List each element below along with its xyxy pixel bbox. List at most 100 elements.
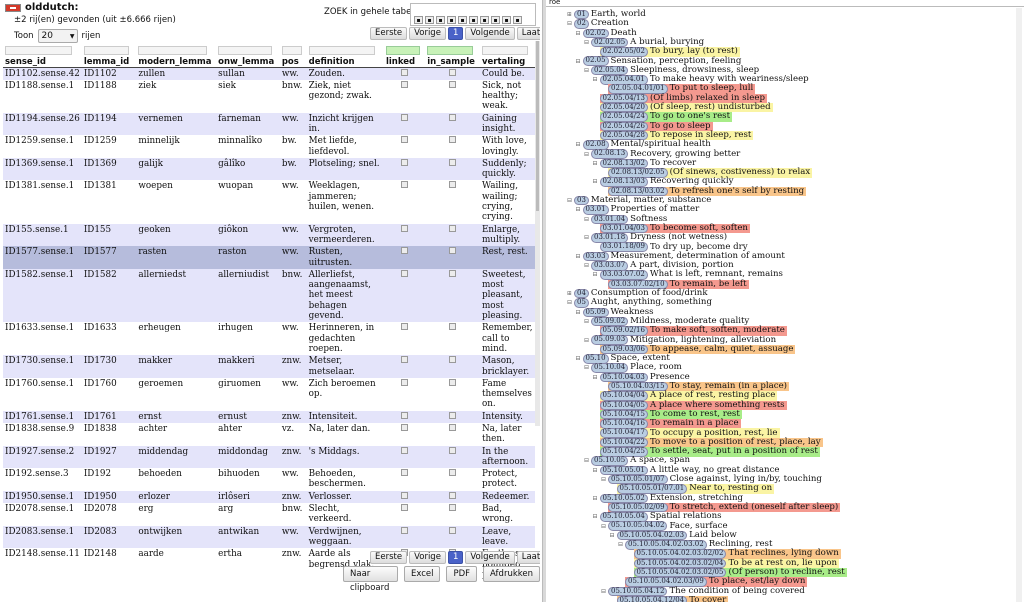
tree-node[interactable]: 05.10.04/05 A place where something rests xyxy=(592,400,787,410)
linked-checkbox[interactable] xyxy=(401,247,409,255)
tree-node[interactable]: ⊟ 05.10.04 Place, room xyxy=(583,363,684,373)
tree-node[interactable]: 02.05.04/13 (Of limbs) relaxed in sleep xyxy=(592,93,767,104)
column-header[interactable]: onw_lemma xyxy=(216,41,280,68)
page-1-button[interactable]: 1 xyxy=(447,27,464,40)
last-page-button[interactable]: Laatste xyxy=(516,551,540,564)
tree-node[interactable]: 02.08.13/02.05 (Of sinews, costiveness) t… xyxy=(600,167,813,178)
in-sample-checkbox[interactable] xyxy=(449,136,457,144)
collapse-icon[interactable]: ⊟ xyxy=(617,541,624,549)
filter-icon[interactable]: ▪ xyxy=(447,16,456,24)
collapse-icon[interactable]: ⊟ xyxy=(592,76,598,84)
table-row[interactable]: ID1188.sense.1 ID1188 ziek siek bnw. Ziek, ni… xyxy=(3,79,535,113)
prev-page-button[interactable]: Vorige xyxy=(409,27,446,40)
column-filter[interactable] xyxy=(481,45,528,55)
collapse-icon[interactable]: ⊟ xyxy=(592,159,598,167)
collapse-icon[interactable]: ⊟ xyxy=(600,522,607,530)
in-sample-checkbox[interactable] xyxy=(449,446,457,454)
tree-node[interactable]: ⊟ 02.05.04.01 To make heavy with weariness… xyxy=(592,74,811,85)
in-sample-checkbox[interactable] xyxy=(449,469,457,477)
in-sample-checkbox[interactable] xyxy=(449,424,457,431)
in-sample-checkbox[interactable] xyxy=(449,80,457,88)
tree-node[interactable]: ⊟ 03.03 Measurement, determination of amou… xyxy=(575,251,787,262)
column-header[interactable]: in_sample xyxy=(425,41,480,68)
column-filter[interactable] xyxy=(281,45,303,55)
table-row[interactable]: ID1381.sense.1 ID1381 woepen wuopan ww. Weekl… xyxy=(3,180,535,224)
tree-node[interactable]: ⊟ 05.10.05.04.12 The condition of being co… xyxy=(600,586,807,596)
tree-node[interactable]: ⊟ 02.05.04 Sleepiness, drowsiness, sleep xyxy=(583,65,761,76)
tree-node[interactable]: 05.10.05.04.02.03.02/02 That reclines, ly… xyxy=(626,549,841,559)
tree-node[interactable]: 05.10.05.02/09 To stretch, extend (onesel… xyxy=(600,502,841,513)
tree-node[interactable]: 03.03.07.02/10 To remain, be left xyxy=(600,279,749,290)
table-row[interactable]: ID1369.sense.1 ID1369 galijk gâlîko bw. Plots… xyxy=(3,157,535,181)
tree-node[interactable]: ⊞ 01 Earth, world xyxy=(566,9,648,20)
table-row[interactable]: ID155.sense.1 ID155 geoken giôkon ww. Vergrot… xyxy=(3,223,535,247)
in-sample-checkbox[interactable] xyxy=(449,158,457,166)
collapse-icon[interactable]: ⊟ xyxy=(583,336,590,344)
tree-node[interactable]: ⊟ 05.10.04.03 Presence xyxy=(592,372,692,383)
page-length-select[interactable]: 20 ▼ xyxy=(37,29,78,43)
filter-icon[interactable]: ▪ xyxy=(425,16,434,24)
linked-checkbox[interactable] xyxy=(401,68,409,76)
linked-checkbox[interactable] xyxy=(401,181,409,189)
tree-node[interactable]: ⊞ 04 Consumption of food/drink xyxy=(566,288,710,299)
tree-node[interactable]: 03.01.18/09 To dry up, become dry xyxy=(592,242,750,252)
first-page-button[interactable]: Eerste xyxy=(370,551,408,564)
tree-node[interactable]: ⊟ 02.08.13/02 To recover xyxy=(592,158,699,169)
tree-node[interactable]: ⊟ 03 Material, matter, substance xyxy=(566,195,713,206)
tree-node[interactable]: ⊟ 03.01 Properties of matter xyxy=(575,204,702,215)
collapse-icon[interactable]: ⊟ xyxy=(575,29,581,37)
filter-icon[interactable]: ▪ xyxy=(491,16,500,24)
collapse-icon[interactable]: ⊟ xyxy=(583,215,590,223)
collapse-icon[interactable]: ⊟ xyxy=(592,466,598,474)
next-page-button[interactable]: Volgende xyxy=(465,27,515,40)
tree-node[interactable]: ⊟ 05.10.05.02 Extension, stretching xyxy=(592,493,745,503)
tree-node[interactable]: 05.09.02/16 To make soft, soften, moderat… xyxy=(592,325,787,336)
table-row[interactable]: ID1760.sense.1 ID1760 geroemen giruomen ww. Z… xyxy=(3,377,535,411)
column-header[interactable]: definition xyxy=(306,41,384,68)
collapse-icon[interactable]: ⊟ xyxy=(592,373,598,381)
tree-node[interactable]: ⊟ 02 Creation xyxy=(566,18,631,29)
tree-node[interactable]: ⊟ 03.01.18 Dryness (not wetness) xyxy=(583,232,729,243)
next-page-button[interactable]: Volgende xyxy=(465,551,515,564)
collapse-icon[interactable]: ⊟ xyxy=(592,178,598,186)
collapse-icon[interactable]: ⊟ xyxy=(583,364,590,372)
last-page-button[interactable]: Laatste xyxy=(516,27,540,40)
filter-icon[interactable]: ▪ xyxy=(458,16,467,24)
tree-node[interactable]: ⊟ 02.08 Mental/spiritual health xyxy=(575,139,713,150)
collapse-icon[interactable]: ⊟ xyxy=(575,355,581,363)
collapse-icon[interactable]: ⊟ xyxy=(566,20,573,28)
table-row[interactable]: ID1194.sense.26 ID1194 vernemen farneman ww.… xyxy=(3,112,535,136)
filter-icon[interactable]: ▪ xyxy=(469,16,478,24)
in-sample-checkbox[interactable] xyxy=(449,68,457,76)
copy-clipboard-button[interactable]: Naar clipboard xyxy=(343,566,398,593)
table-row[interactable]: ID192.sense.3 ID192 behoeden bihuoden ww. Beh… xyxy=(3,468,535,491)
in-sample-checkbox[interactable] xyxy=(449,269,457,277)
linked-checkbox[interactable] xyxy=(401,113,409,121)
tree-node[interactable]: ⊟ 05.10.05 A space, span xyxy=(583,456,692,466)
tree-node[interactable]: 02.05.04/20 (Of sleep, rest) undisturbed xyxy=(592,102,773,113)
filter-icon[interactable]: ▪ xyxy=(502,16,511,24)
collapse-icon[interactable]: ⊟ xyxy=(592,513,598,521)
tree-node[interactable]: ⊟ 02.08.13/03 Recovering quickly xyxy=(592,177,736,187)
tree-node[interactable]: ⊟ 05.10.05.04.02.03 Laid below xyxy=(609,530,739,541)
collapse-icon[interactable]: ⊟ xyxy=(566,299,573,307)
tree-node[interactable]: 02.05.04.01/01 To put to sleep, lull xyxy=(600,84,756,94)
in-sample-checkbox[interactable] xyxy=(449,356,457,364)
table-row[interactable]: ID1927.sense.2 ID1927 middendag middondag zn… xyxy=(3,445,535,469)
filter-icon[interactable]: ▪ xyxy=(436,16,445,24)
tree-node[interactable]: 02.05.04/26 To go to sleep xyxy=(592,121,713,131)
prev-page-button[interactable]: Vorige xyxy=(409,551,446,564)
table-row[interactable]: ID1577.sense.1 ID1577 rasten raston ww. Ruste… xyxy=(3,246,535,269)
linked-checkbox[interactable] xyxy=(401,424,409,431)
in-sample-checkbox[interactable] xyxy=(449,491,457,499)
table-scrollbar[interactable] xyxy=(535,41,540,426)
in-sample-checkbox[interactable] xyxy=(449,181,457,189)
linked-checkbox[interactable] xyxy=(401,469,409,477)
linked-checkbox[interactable] xyxy=(401,491,409,499)
tree-node[interactable]: ⊟ 02.08.13 Recovery, growing better xyxy=(583,149,742,159)
collapse-icon[interactable]: ⊟ xyxy=(600,476,607,483)
table-row[interactable]: ID1102.sense.42 ID1102 zullen sullan ww. Zoud… xyxy=(3,67,535,80)
tree-node[interactable]: 02.08.13/03.02 To refresh one's self by r… xyxy=(600,186,807,197)
panel-splitter[interactable] xyxy=(542,0,546,602)
page-1-button[interactable]: 1 xyxy=(447,551,464,564)
